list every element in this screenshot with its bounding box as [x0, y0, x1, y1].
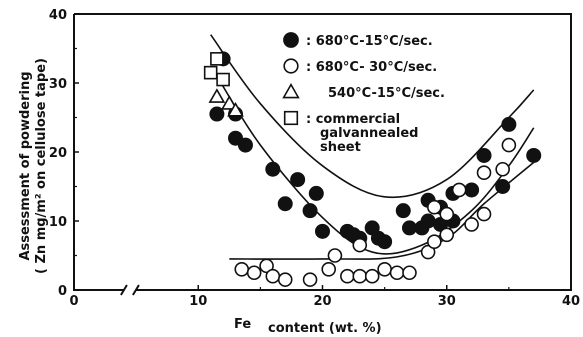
open-circle-point: [377, 261, 392, 277]
filled-circle-point: [526, 147, 542, 163]
open-circle-point: [277, 272, 293, 287]
open-circle-point: [439, 227, 455, 243]
open-circle-point: [501, 137, 517, 153]
open-square-point: [210, 52, 224, 66]
open-triangle-point: [220, 95, 238, 110]
open-circle-point: [352, 268, 368, 284]
filled-circle-point: [209, 106, 225, 122]
legend-marker-open-circle: [283, 58, 299, 74]
y-tick-label: 0: [58, 284, 67, 299]
open-circle-point: [352, 237, 368, 253]
y-tick-label: 10: [49, 215, 67, 230]
open-circle-point: [259, 258, 274, 274]
y-tick-label: 20: [49, 146, 67, 161]
open-triangle-point: [227, 101, 244, 117]
open-triangle-point: [208, 88, 226, 103]
axis-break-mark: [120, 284, 128, 296]
filled-circle-point: [237, 137, 253, 153]
data-markers: [203, 51, 542, 287]
open-circle-point: [340, 268, 355, 284]
open-circle-point: [246, 265, 262, 281]
legend-label: : 680°C-15°C/sec.: [306, 34, 433, 49]
open-circle-point: [402, 265, 417, 281]
band-curve-lower: [229, 161, 535, 260]
open-circle-point: [476, 206, 492, 222]
filled-circle-point: [501, 116, 517, 132]
legend-label: : 680°C- 30°C/sec.: [306, 60, 437, 75]
filled-circle-point: [377, 234, 393, 250]
filled-circle-point: [395, 203, 411, 219]
legend-marker-open-square: [283, 110, 299, 126]
filled-circle-point: [315, 223, 330, 239]
x-tick-label: 10: [189, 294, 207, 309]
y-axis-title: Assessment of powdering ( Zn mg/m² on ce…: [18, 58, 49, 274]
open-circle-point: [451, 182, 467, 198]
filled-circle-point: [464, 182, 480, 198]
open-circle-point: [389, 265, 405, 281]
open-circle-point: [464, 217, 479, 232]
x-tick-label: 0: [69, 294, 78, 309]
filled-circle-point: [308, 185, 324, 201]
y-axis-title-line-2: ( Zn mg/m² on cellulose tape): [34, 58, 49, 274]
legend-label: galvannealed: [320, 126, 418, 141]
x-tick-label: 40: [562, 294, 580, 309]
open-circle-point: [321, 261, 337, 277]
open-circle-point: [420, 244, 436, 260]
open-circle-point: [495, 161, 510, 177]
filled-circle-point: [290, 172, 306, 188]
open-circle-point: [476, 165, 492, 180]
open-circle-point: [439, 206, 455, 222]
legend-label: 540°C-15°C/sec.: [328, 86, 445, 101]
open-square-point: [203, 65, 218, 80]
filled-circle-point: [265, 161, 281, 177]
legend: : 680°C-15°C/sec. : 680°C- 30°C/sec. 540°C…: [282, 32, 445, 155]
open-circle-point: [302, 272, 318, 287]
legend-label: : commercial: [306, 112, 400, 127]
legend-marker-filled-circle: [283, 32, 299, 48]
open-circle-point: [265, 268, 281, 284]
x-axis-title-prefix: Fe: [234, 317, 251, 332]
filled-circle-point: [277, 196, 293, 212]
open-circle-point: [427, 234, 442, 249]
legend-label: sheet: [320, 140, 361, 155]
x-tick-label: 30: [438, 294, 456, 309]
open-circle-point: [234, 261, 250, 277]
x-axis-title: content (wt. %): [268, 321, 382, 336]
axis-ticks: 0 10 20 30 40 0 10 20 30 40: [49, 8, 580, 309]
open-circle-point: [427, 199, 442, 215]
y-tick-label: 40: [49, 8, 67, 23]
y-axis-title-line-1: Assessment of powdering: [18, 71, 33, 260]
y-tick-label: 30: [49, 77, 67, 92]
legend-marker-open-triangle: [282, 83, 300, 99]
open-square-point: [216, 72, 230, 87]
filled-circle-point: [420, 213, 436, 229]
filled-circle-point: [302, 203, 318, 219]
open-circle-point: [327, 248, 343, 263]
filled-circle-point: [476, 147, 492, 163]
x-tick-label: 20: [313, 294, 331, 309]
axis-break-mark: [132, 284, 140, 296]
open-circle-point: [364, 268, 380, 284]
filled-circle-point: [495, 179, 511, 194]
filled-circle-point: [401, 220, 417, 236]
